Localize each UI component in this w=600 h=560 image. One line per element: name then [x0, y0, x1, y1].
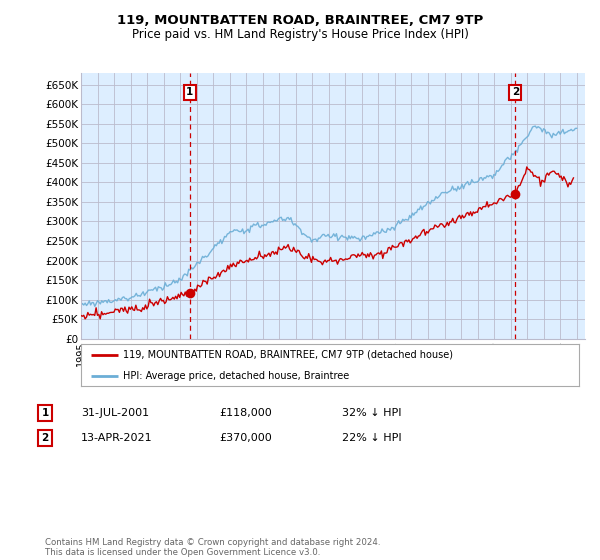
Text: 1: 1: [41, 408, 49, 418]
Text: Contains HM Land Registry data © Crown copyright and database right 2024.
This d: Contains HM Land Registry data © Crown c…: [45, 538, 380, 557]
Text: 119, MOUNTBATTEN ROAD, BRAINTREE, CM7 9TP (detached house): 119, MOUNTBATTEN ROAD, BRAINTREE, CM7 9T…: [124, 350, 454, 360]
Text: £118,000: £118,000: [219, 408, 272, 418]
Text: 13-APR-2021: 13-APR-2021: [81, 433, 152, 443]
Text: 119, MOUNTBATTEN ROAD, BRAINTREE, CM7 9TP: 119, MOUNTBATTEN ROAD, BRAINTREE, CM7 9T…: [117, 14, 483, 27]
Text: 2: 2: [41, 433, 49, 443]
Text: £370,000: £370,000: [219, 433, 272, 443]
Text: Price paid vs. HM Land Registry's House Price Index (HPI): Price paid vs. HM Land Registry's House …: [131, 28, 469, 41]
Text: 22% ↓ HPI: 22% ↓ HPI: [342, 433, 401, 443]
Text: 1: 1: [186, 87, 193, 97]
Text: 32% ↓ HPI: 32% ↓ HPI: [342, 408, 401, 418]
Text: 31-JUL-2001: 31-JUL-2001: [81, 408, 149, 418]
Text: HPI: Average price, detached house, Braintree: HPI: Average price, detached house, Brai…: [124, 371, 350, 381]
Text: 2: 2: [512, 87, 519, 97]
